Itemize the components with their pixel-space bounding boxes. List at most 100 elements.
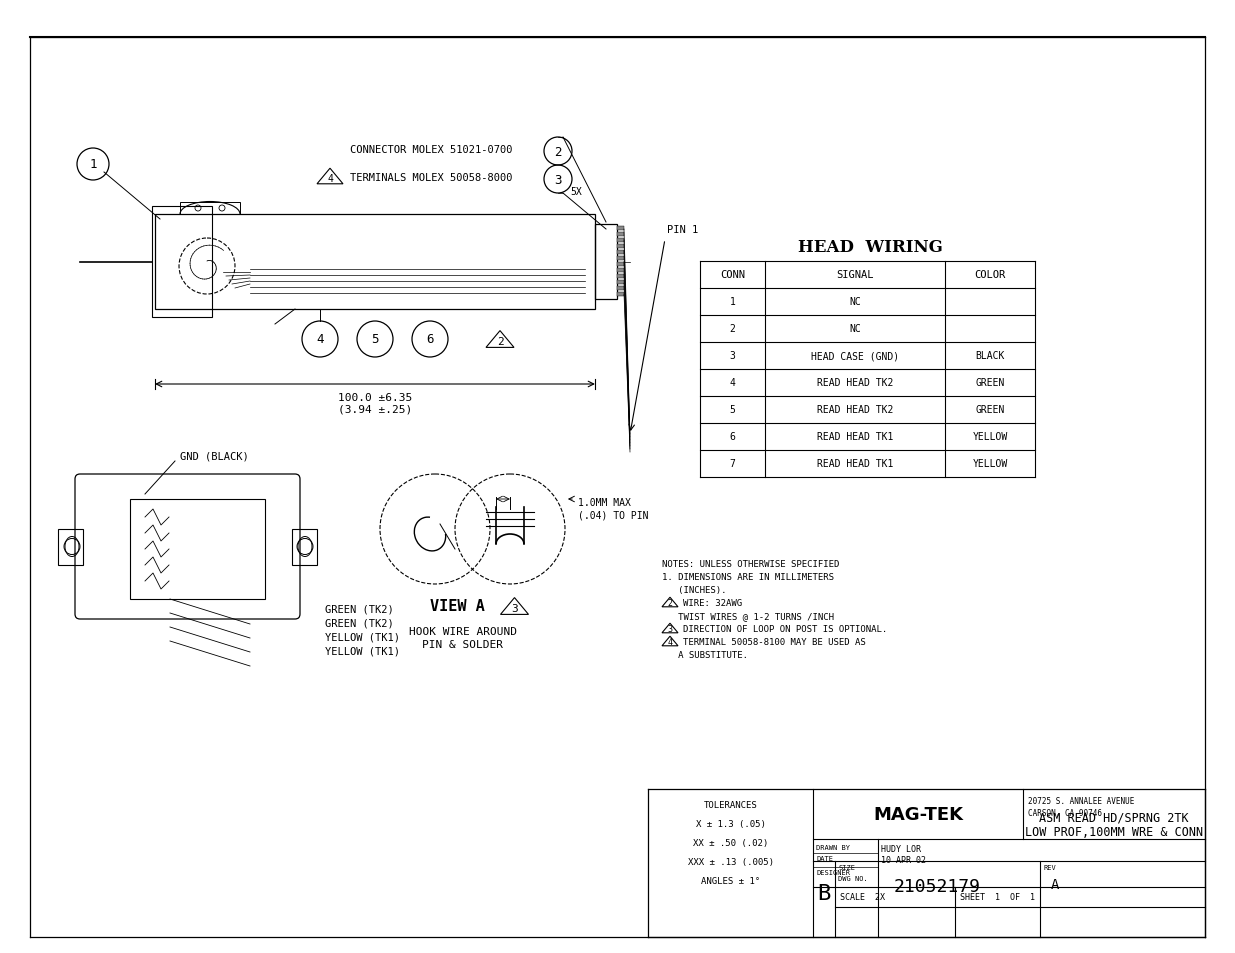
Text: 2: 2: [555, 146, 562, 158]
Text: 4: 4: [667, 638, 673, 647]
Text: 4: 4: [316, 334, 324, 346]
Bar: [152, 207, 212, 317]
Text: 20725 S. ANNALEE AVENUE: 20725 S. ANNALEE AVENUE: [1028, 797, 1135, 805]
Text: 2: 2: [667, 598, 673, 608]
Text: 4: 4: [730, 378, 735, 388]
Text: 3: 3: [555, 173, 562, 186]
Text: 6: 6: [730, 432, 735, 442]
Bar: [618, 293, 624, 296]
Text: YELLOW: YELLOW: [972, 432, 1008, 442]
Text: 7: 7: [730, 459, 735, 469]
Bar: [595, 225, 618, 299]
Text: GND (BLACK): GND (BLACK): [180, 452, 248, 461]
Text: HUDY LOR: HUDY LOR: [881, 844, 921, 853]
Text: 1. DIMENSIONS ARE IN MILLIMETERS: 1. DIMENSIONS ARE IN MILLIMETERS: [662, 573, 834, 581]
Text: X ± 1.3 (.05): X ± 1.3 (.05): [695, 820, 766, 828]
Bar: [291, 529, 317, 565]
Text: LOW PROF,100MM WRE & CONN: LOW PROF,100MM WRE & CONN: [1025, 825, 1203, 839]
Bar: [618, 256, 624, 261]
Text: READ HEAD TK1: READ HEAD TK1: [816, 432, 893, 442]
Text: HEAD CASE (GND): HEAD CASE (GND): [811, 351, 899, 361]
Bar: [618, 269, 624, 273]
Text: 1: 1: [730, 297, 735, 307]
Bar: [180, 203, 240, 214]
Text: (INCHES).: (INCHES).: [662, 585, 726, 595]
Text: DIRECTION OF LOOP ON POST IS OPTIONAL.: DIRECTION OF LOOP ON POST IS OPTIONAL.: [683, 624, 887, 634]
Text: (3.94 ±.25): (3.94 ±.25): [338, 405, 412, 415]
Text: CONN: CONN: [720, 271, 745, 280]
Bar: [618, 233, 624, 236]
Text: 5: 5: [372, 334, 379, 346]
Text: 2: 2: [730, 324, 735, 335]
Text: (.04) TO PIN: (.04) TO PIN: [578, 511, 648, 520]
Text: 3: 3: [730, 351, 735, 361]
Text: GREEN: GREEN: [976, 405, 1005, 416]
Bar: [618, 287, 624, 291]
Text: 5: 5: [730, 405, 735, 416]
Text: XXX ± .13 (.005): XXX ± .13 (.005): [688, 858, 773, 866]
Bar: [618, 263, 624, 267]
Bar: [130, 499, 266, 599]
Bar: [156, 214, 595, 310]
Bar: [58, 529, 83, 565]
Text: SIGNAL: SIGNAL: [836, 271, 873, 280]
Text: READ HEAD TK2: READ HEAD TK2: [816, 405, 893, 416]
Text: 5X: 5X: [571, 187, 582, 196]
Text: NC: NC: [850, 324, 861, 335]
Text: 4: 4: [327, 173, 333, 183]
Text: YELLOW: YELLOW: [972, 459, 1008, 469]
Bar: [618, 227, 624, 231]
Text: YELLOW (TK1): YELLOW (TK1): [325, 646, 400, 657]
Bar: [618, 239, 624, 243]
Text: VIEW A: VIEW A: [430, 598, 485, 614]
Text: 21052179: 21052179: [894, 877, 981, 895]
Bar: [618, 251, 624, 254]
Text: NOTES: UNLESS OTHERWISE SPECIFIED: NOTES: UNLESS OTHERWISE SPECIFIED: [662, 559, 840, 568]
Text: TERMINALS MOLEX 50058-8000: TERMINALS MOLEX 50058-8000: [350, 172, 513, 183]
Text: A SUBSTITUTE.: A SUBSTITUTE.: [662, 650, 748, 659]
Text: HEAD  WIRING: HEAD WIRING: [798, 239, 942, 256]
Text: PIN & SOLDER: PIN & SOLDER: [422, 639, 503, 649]
Text: TWIST WIRES @ 1-2 TURNS /INCH: TWIST WIRES @ 1-2 TURNS /INCH: [662, 612, 834, 620]
Text: ASM READ HD/SPRNG 2TK: ASM READ HD/SPRNG 2TK: [1039, 811, 1189, 823]
Text: TERMINAL 50058-8100 MAY BE USED AS: TERMINAL 50058-8100 MAY BE USED AS: [683, 638, 866, 646]
Text: MAG-TEK: MAG-TEK: [873, 805, 963, 823]
Text: DESIGNER: DESIGNER: [816, 869, 850, 875]
Text: 3: 3: [511, 603, 517, 613]
Text: READ HEAD TK2: READ HEAD TK2: [816, 378, 893, 388]
Text: SIZE: SIZE: [839, 864, 855, 870]
Text: CARSON, CA 90746: CARSON, CA 90746: [1028, 809, 1102, 818]
Text: READ HEAD TK1: READ HEAD TK1: [816, 459, 893, 469]
Text: 3: 3: [667, 625, 673, 634]
Text: A: A: [1051, 877, 1060, 891]
Text: PIN 1: PIN 1: [667, 225, 698, 234]
Text: BLACK: BLACK: [976, 351, 1005, 361]
Text: 1.0MM MAX: 1.0MM MAX: [578, 497, 631, 507]
Text: SHEET  1  OF  1: SHEET 1 OF 1: [960, 892, 1035, 901]
Bar: [618, 245, 624, 249]
Text: TOLERANCES: TOLERANCES: [704, 801, 757, 810]
Text: ANGLES ± 1°: ANGLES ± 1°: [701, 877, 760, 885]
Bar: [618, 281, 624, 285]
Text: B: B: [818, 883, 831, 903]
Text: HOOK WIRE AROUND: HOOK WIRE AROUND: [409, 626, 516, 637]
Text: 6: 6: [426, 334, 433, 346]
Text: REV: REV: [1044, 864, 1056, 870]
Text: GREEN: GREEN: [976, 378, 1005, 388]
Text: CONNECTOR MOLEX 51021-0700: CONNECTOR MOLEX 51021-0700: [350, 145, 513, 154]
Text: DWG NO.: DWG NO.: [839, 875, 868, 882]
Text: 10 APR 02: 10 APR 02: [881, 855, 926, 864]
Text: YELLOW (TK1): YELLOW (TK1): [325, 633, 400, 642]
Text: GREEN (TK2): GREEN (TK2): [325, 604, 394, 615]
Text: 100.0 ±6.35: 100.0 ±6.35: [338, 393, 412, 402]
Text: COLOR: COLOR: [974, 271, 1005, 280]
Text: XX ± .50 (.02): XX ± .50 (.02): [693, 839, 768, 847]
Text: NC: NC: [850, 297, 861, 307]
Text: DATE: DATE: [816, 855, 832, 862]
Text: 2: 2: [496, 336, 504, 346]
Bar: [618, 274, 624, 278]
Text: WIRE: 32AWG: WIRE: 32AWG: [683, 598, 742, 607]
Text: 1: 1: [89, 158, 96, 172]
Text: SCALE  2X: SCALE 2X: [840, 892, 885, 901]
Text: DRAWN BY: DRAWN BY: [816, 844, 850, 850]
